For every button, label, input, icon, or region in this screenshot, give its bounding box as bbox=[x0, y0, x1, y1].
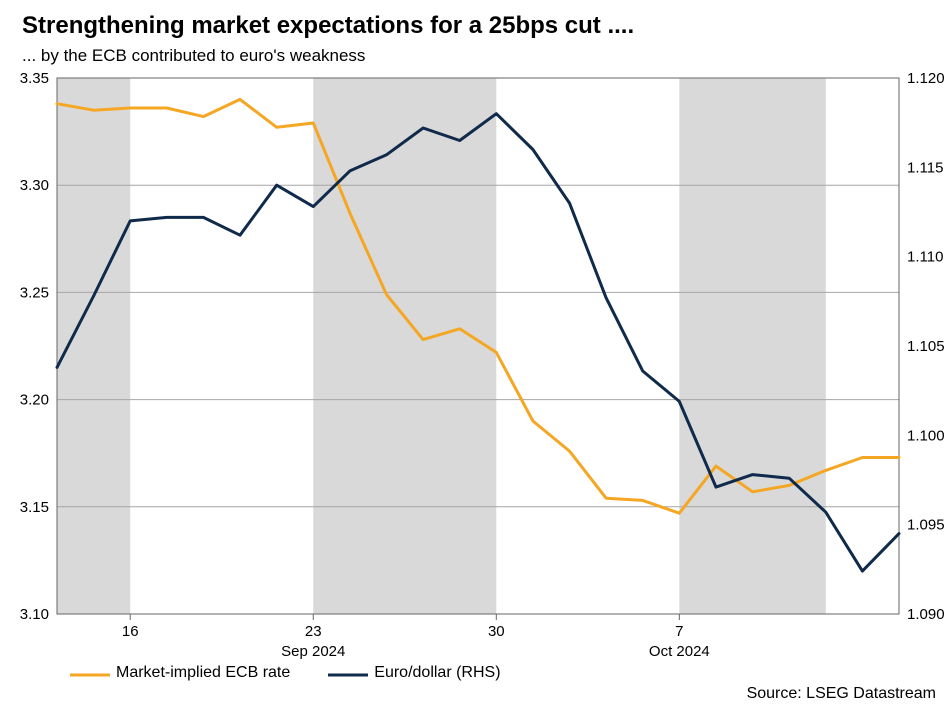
chart-container: Strengthening market expectations for a … bbox=[0, 0, 952, 715]
svg-text:3.30: 3.30 bbox=[20, 177, 49, 194]
svg-text:3.20: 3.20 bbox=[20, 392, 49, 409]
svg-text:1.095: 1.095 bbox=[907, 517, 945, 534]
svg-text:1.105: 1.105 bbox=[907, 338, 945, 355]
svg-text:1.100: 1.100 bbox=[907, 427, 945, 444]
svg-text:1.115: 1.115 bbox=[907, 159, 943, 176]
svg-text:23: 23 bbox=[305, 623, 322, 640]
svg-text:Oct 2024: Oct 2024 bbox=[649, 643, 710, 660]
svg-text:7: 7 bbox=[675, 623, 683, 640]
svg-text:1.090: 1.090 bbox=[907, 606, 945, 623]
line-chart: 3.10 3.15 3.20 3.25 3.30 3.35 1.090 1.095 1.100 1… bbox=[0, 0, 952, 715]
svg-text:1.120: 1.120 bbox=[907, 70, 945, 87]
legend-swatch bbox=[70, 664, 110, 682]
svg-text:3.10: 3.10 bbox=[20, 606, 49, 623]
svg-text:Sep 2024: Sep 2024 bbox=[281, 643, 345, 660]
legend-swatch bbox=[328, 664, 368, 682]
svg-text:3.25: 3.25 bbox=[20, 284, 49, 301]
source-attribution: Source: LSEG Datastream bbox=[747, 685, 936, 703]
legend-item-euro-dollar: Euro/dollar (RHS) bbox=[328, 664, 500, 682]
legend-label: Euro/dollar (RHS) bbox=[374, 664, 500, 682]
legend-item-ecb-rate: Market-implied ECB rate bbox=[70, 664, 290, 682]
svg-text:3.35: 3.35 bbox=[20, 70, 49, 87]
svg-text:1.110: 1.110 bbox=[907, 249, 943, 266]
svg-text:3.15: 3.15 bbox=[20, 499, 49, 516]
svg-text:16: 16 bbox=[122, 623, 139, 640]
chart-legend: Market-implied ECB rate Euro/dollar (RHS… bbox=[70, 663, 539, 683]
legend-label: Market-implied ECB rate bbox=[116, 664, 290, 682]
svg-text:30: 30 bbox=[488, 623, 505, 640]
